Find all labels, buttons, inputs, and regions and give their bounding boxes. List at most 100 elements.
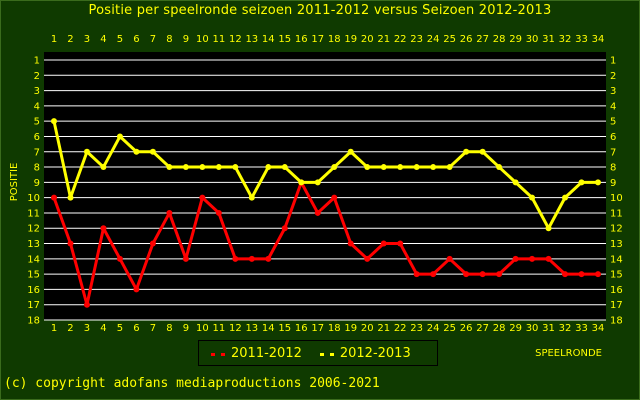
- data-point-0: [215, 209, 222, 216]
- y-tick-label-right: 8: [610, 163, 616, 174]
- data-point-0: [199, 194, 206, 201]
- data-point-1: [446, 164, 453, 171]
- x-tick-label-top: 30: [526, 34, 539, 45]
- data-point-1: [265, 164, 272, 171]
- data-point-0: [512, 255, 519, 262]
- x-tick-label-top: 34: [592, 34, 605, 45]
- x-tick-label-bottom: 27: [476, 323, 489, 334]
- x-tick-label-bottom: 20: [361, 323, 374, 334]
- data-point-0: [314, 209, 321, 216]
- data-point-0: [149, 240, 156, 247]
- x-tick-label-top: 7: [150, 34, 156, 45]
- data-point-0: [248, 255, 255, 262]
- data-point-1: [215, 164, 222, 171]
- y-tick-label-left: 2: [34, 71, 40, 82]
- x-tick-label-top: 5: [117, 34, 123, 45]
- data-point-0: [166, 209, 173, 216]
- data-point-1: [67, 194, 74, 201]
- y-tick-label-left: 4: [34, 101, 40, 112]
- x-tick-label-top: 16: [295, 34, 308, 45]
- data-point-1: [479, 148, 486, 155]
- x-tick-label-bottom: 21: [377, 323, 390, 334]
- y-tick-label-left: 16: [27, 285, 40, 296]
- data-point-0: [430, 271, 437, 278]
- data-point-1: [182, 164, 189, 171]
- y-tick-label-left: 15: [27, 270, 40, 281]
- data-point-0: [479, 271, 486, 278]
- data-point-1: [529, 194, 536, 201]
- data-point-1: [281, 164, 288, 171]
- y-tick-label-left: 3: [34, 86, 40, 97]
- y-tick-label-left: 5: [34, 117, 40, 128]
- y-tick-label-left: 12: [27, 224, 40, 235]
- y-tick-label-left: 8: [34, 163, 40, 174]
- data-point-1: [166, 164, 173, 171]
- y-tick-label-right: 11: [610, 208, 623, 219]
- x-tick-label-bottom: 2: [67, 323, 73, 334]
- series-line-0: [52, 180, 598, 307]
- data-point-0: [100, 225, 107, 232]
- data-point-1: [83, 148, 90, 155]
- y-tick-label-left: 11: [27, 208, 40, 219]
- legend-marker-yellow: [319, 350, 334, 356]
- x-tick-label-top: 21: [377, 34, 390, 45]
- x-tick-label-bottom: 13: [245, 323, 258, 334]
- y-tick-label-left: 7: [34, 147, 40, 158]
- data-point-0: [347, 240, 354, 247]
- x-tick-label-top: 26: [460, 34, 473, 45]
- data-point-1: [331, 164, 338, 171]
- x-tick-label-bottom: 25: [443, 323, 456, 334]
- x-tick-label-bottom: 24: [427, 323, 440, 334]
- data-point-0: [595, 271, 601, 278]
- data-point-1: [463, 148, 470, 155]
- x-tick-label-bottom: 5: [117, 323, 123, 334]
- y-axis-label: POSITIE: [9, 163, 20, 202]
- data-point-0: [265, 255, 272, 262]
- x-tick-label-bottom: 23: [410, 323, 423, 334]
- x-tick-label-bottom: 9: [183, 323, 189, 334]
- data-point-0: [116, 255, 123, 262]
- x-tick-label-bottom: 17: [311, 323, 324, 334]
- data-point-0: [232, 255, 239, 262]
- y-tick-label-right: 12: [610, 224, 623, 235]
- x-tick-label-top: 29: [509, 34, 522, 45]
- copyright-text: (c) copyright adofans mediaproductions 2…: [4, 376, 380, 391]
- x-tick-label-bottom: 31: [542, 323, 555, 334]
- x-tick-label-top: 32: [559, 34, 572, 45]
- data-point-1: [298, 179, 305, 186]
- x-tick-label-top: 22: [394, 34, 407, 45]
- data-point-1: [248, 194, 255, 201]
- data-point-1: [100, 164, 107, 171]
- data-point-1: [232, 164, 239, 171]
- legend-marker-red: [211, 350, 225, 356]
- x-axis-label: SPEELRONDE: [535, 348, 602, 359]
- x-tick-label-top: 28: [493, 34, 506, 45]
- y-tick-label-left: 18: [27, 316, 40, 327]
- data-point-1: [595, 179, 601, 186]
- data-point-0: [182, 255, 189, 262]
- x-tick-label-bottom: 8: [166, 323, 172, 334]
- y-tick-label-left: 6: [34, 132, 40, 143]
- data-point-1: [512, 179, 519, 186]
- data-point-1: [578, 179, 585, 186]
- data-point-1: [149, 148, 156, 155]
- x-tick-label-bottom: 15: [278, 323, 291, 334]
- y-tick-label-right: 18: [610, 316, 623, 327]
- y-tick-label-left: 13: [27, 239, 40, 250]
- series-group: [51, 118, 601, 308]
- x-tick-label-top: 23: [410, 34, 423, 45]
- data-point-0: [397, 240, 404, 247]
- x-tick-label-bottom: 19: [344, 323, 357, 334]
- data-point-0: [578, 271, 585, 278]
- y-tick-label-right: 15: [610, 270, 623, 281]
- x-tick-label-bottom: 33: [575, 323, 588, 334]
- x-tick-label-bottom: 29: [509, 323, 522, 334]
- data-point-0: [545, 255, 552, 262]
- x-tick-label-top: 24: [427, 34, 440, 45]
- y-tick-label-right: 14: [610, 254, 623, 265]
- x-tick-label-top: 25: [443, 34, 456, 45]
- x-tick-label-bottom: 26: [460, 323, 473, 334]
- x-tick-label-top: 18: [328, 34, 341, 45]
